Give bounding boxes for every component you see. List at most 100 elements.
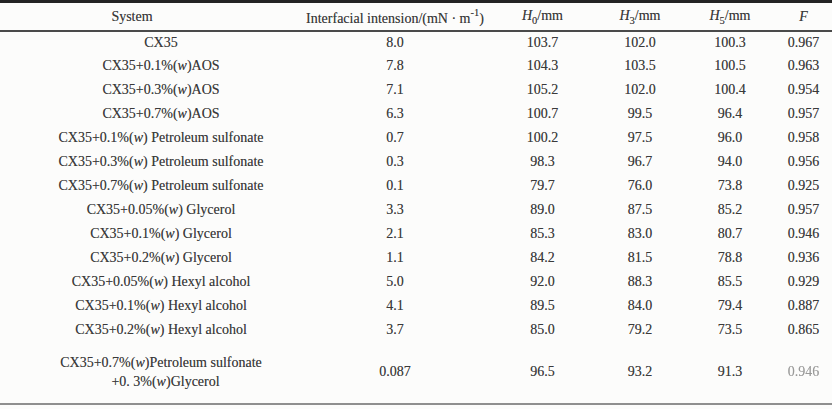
interfacial-intension-cell: 5.0 (300, 271, 490, 295)
system-cell: CX35+0.3%(w) Petroleum sulfonate (0, 151, 300, 175)
h5-cell: 78.8 (685, 247, 775, 271)
h3-cell: 103.5 (595, 55, 685, 79)
system-cell: CX35+0.3%(w)AOS (0, 79, 300, 103)
interfacial-intension-cell: 0.1 (300, 175, 490, 199)
header-h0-symbol: H (522, 8, 532, 23)
system-cell: CX35+0.2%(w) Hexyl alcohol (0, 319, 300, 343)
h5-cell: 80.7 (685, 223, 775, 247)
table-body: CX358.0103.7102.0100.30.967CX35+0.1%(w)A… (0, 31, 832, 404)
h0-cell: 98.3 (490, 151, 595, 175)
interfacial-intension-cell: 8.0 (300, 31, 490, 55)
system-cell: CX35+0.1%(w) Hexyl alcohol (0, 295, 300, 319)
table-row: CX35+0.05%(w) Hexyl alcohol5.092.088.385… (0, 271, 832, 295)
h5-cell: 100.5 (685, 55, 775, 79)
results-table: System Interfacial intension/(mN · m-1) … (0, 0, 832, 405)
h5-cell: 85.5 (685, 271, 775, 295)
header-h0-unit: /mm (537, 8, 563, 23)
h5-cell: 91.3 (685, 343, 775, 404)
h0-cell: 100.2 (490, 127, 595, 151)
table-row: CX35+0.1%(w) Hexyl alcohol4.189.584.079.… (0, 295, 832, 319)
system-cell: CX35+0.05%(w) Hexyl alcohol (0, 271, 300, 295)
system-cell: CX35+0.7%(w) Petroleum sulfonate (0, 175, 300, 199)
header-interfacial-exponent: -1 (471, 7, 480, 18)
f-cell: 0.957 (775, 103, 832, 127)
table-row: CX35+0.3%(w) Petroleum sulfonate0.398.39… (0, 151, 832, 175)
header-h5: H5/mm (685, 2, 775, 31)
interfacial-intension-cell: 6.3 (300, 103, 490, 127)
h3-cell: 79.2 (595, 319, 685, 343)
system-cell: CX35+0.7%(w)AOS (0, 103, 300, 127)
interfacial-intension-cell: 0.7 (300, 127, 490, 151)
h5-cell: 100.3 (685, 31, 775, 55)
f-cell: 0.887 (775, 295, 832, 319)
system-cell: CX35 (0, 31, 300, 55)
header-f-symbol: F (799, 9, 808, 24)
system-cell: CX35+0.7%(w)Petroleum sulfonate+0. 3%(w)… (0, 343, 300, 404)
h3-cell: 102.0 (595, 79, 685, 103)
table-row: CX35+0.1%(w)AOS7.8104.3103.5100.50.963 (0, 55, 832, 79)
header-interfacial-intension: Interfacial intension/(mN · m-1) (300, 2, 490, 31)
interfacial-intension-cell: 2.1 (300, 223, 490, 247)
interfacial-intension-cell: 7.1 (300, 79, 490, 103)
header-h3-unit: /mm (635, 8, 661, 23)
f-cell: 0.936 (775, 247, 832, 271)
h0-cell: 89.5 (490, 295, 595, 319)
header-system: System (0, 2, 300, 31)
interfacial-intension-cell: 0.087 (300, 343, 490, 404)
h3-cell: 102.0 (595, 31, 685, 55)
f-cell: 0.929 (775, 271, 832, 295)
h3-cell: 96.7 (595, 151, 685, 175)
h0-cell: 89.0 (490, 199, 595, 223)
h5-cell: 100.4 (685, 79, 775, 103)
header-interfacial-text: Interfacial intension/(mN · m (306, 11, 470, 26)
h0-cell: 105.2 (490, 79, 595, 103)
h0-cell: 92.0 (490, 271, 595, 295)
header-interfacial-close: ) (479, 11, 484, 26)
h3-cell: 81.5 (595, 247, 685, 271)
f-cell: 0.967 (775, 31, 832, 55)
interfacial-intension-cell: 3.3 (300, 199, 490, 223)
f-cell: 0.946 (775, 343, 832, 404)
f-cell: 0.954 (775, 79, 832, 103)
table-row: CX35+0.7%(w)Petroleum sulfonate+0. 3%(w)… (0, 343, 832, 404)
f-cell: 0.963 (775, 55, 832, 79)
table-row: CX35+0.2%(w) Hexyl alcohol3.785.079.273.… (0, 319, 832, 343)
table-row: CX35+0.1%(w) Glycerol2.185.383.080.70.94… (0, 223, 832, 247)
table-row: CX35+0.3%(w)AOS7.1105.2102.0100.40.954 (0, 79, 832, 103)
interfacial-intension-cell: 1.1 (300, 247, 490, 271)
table-row: CX35+0.05%(w) Glycerol3.389.087.585.20.9… (0, 199, 832, 223)
f-cell: 0.865 (775, 319, 832, 343)
table-row: CX35+0.2%(w) Glycerol1.184.281.578.80.93… (0, 247, 832, 271)
h3-cell: 83.0 (595, 223, 685, 247)
h5-cell: 73.5 (685, 319, 775, 343)
system-cell: CX35+0.1%(w)AOS (0, 55, 300, 79)
table-row: CX358.0103.7102.0100.30.967 (0, 31, 832, 55)
h0-cell: 85.0 (490, 319, 595, 343)
interfacial-intension-cell: 0.3 (300, 151, 490, 175)
h0-cell: 103.7 (490, 31, 595, 55)
table-row: CX35+0.1%(w) Petroleum sulfonate0.7100.2… (0, 127, 832, 151)
f-cell: 0.946 (775, 223, 832, 247)
interfacial-intension-cell: 7.8 (300, 55, 490, 79)
h3-cell: 76.0 (595, 175, 685, 199)
system-cell: CX35+0.1%(w) Petroleum sulfonate (0, 127, 300, 151)
h0-cell: 100.7 (490, 103, 595, 127)
h3-cell: 99.5 (595, 103, 685, 127)
h0-cell: 96.5 (490, 343, 595, 404)
table-row: CX35+0.7%(w)AOS6.3100.799.596.40.957 (0, 103, 832, 127)
header-h5-symbol: H (709, 8, 719, 23)
system-cell: CX35+0.2%(w) Glycerol (0, 247, 300, 271)
h3-cell: 88.3 (595, 271, 685, 295)
h0-cell: 104.3 (490, 55, 595, 79)
table-row: CX35+0.7%(w) Petroleum sulfonate0.179.77… (0, 175, 832, 199)
interfacial-intension-cell: 3.7 (300, 319, 490, 343)
h5-cell: 79.4 (685, 295, 775, 319)
header-h3: H3/mm (595, 2, 685, 31)
h5-cell: 85.2 (685, 199, 775, 223)
h3-cell: 87.5 (595, 199, 685, 223)
f-cell: 0.956 (775, 151, 832, 175)
h5-cell: 94.0 (685, 151, 775, 175)
h5-cell: 73.8 (685, 175, 775, 199)
h3-cell: 97.5 (595, 127, 685, 151)
header-h0: H0/mm (490, 2, 595, 31)
